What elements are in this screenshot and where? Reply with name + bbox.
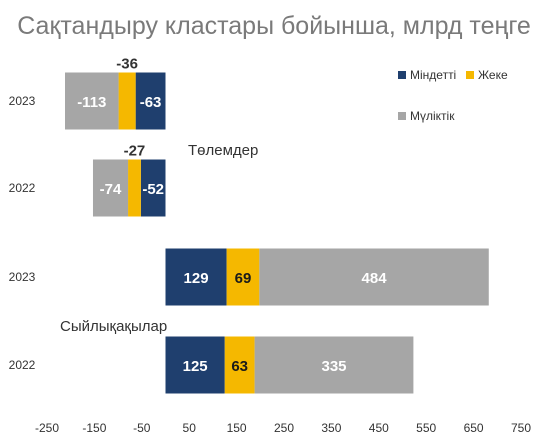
x-tick-label-9: 650 bbox=[464, 421, 484, 435]
data-label-0-2: 129 bbox=[184, 270, 209, 287]
x-tick-label-4: 150 bbox=[227, 421, 247, 435]
chart-title: Сақтандыру кластары бойынша, млрд теңге bbox=[17, 12, 531, 40]
x-tick-label-1: -150 bbox=[82, 421, 106, 435]
legend: Міндетті Жеке Мүліктік bbox=[398, 68, 508, 123]
x-tick-label-0: -250 bbox=[35, 421, 59, 435]
data-label-0-3: 125 bbox=[183, 358, 208, 375]
data-labels-layer: -63 -36 -113 -52 -27 -74 129 69 484 125 63 335 bbox=[77, 56, 387, 376]
data-label-1-0: -36 bbox=[116, 56, 138, 73]
data-label-2-0: -113 bbox=[77, 94, 106, 111]
x-tick-label-2: -50 bbox=[133, 421, 151, 435]
data-label-0-1: -52 bbox=[142, 181, 164, 198]
category-label-0: 2023 bbox=[9, 94, 36, 108]
category-label-2: 2023 bbox=[9, 270, 36, 284]
bar-0-1 bbox=[140, 159, 166, 217]
legend-label-muliktik: Мүліктік bbox=[410, 109, 455, 123]
category-label-3: 2022 bbox=[9, 358, 36, 372]
data-label-2-1: -74 bbox=[100, 181, 122, 198]
group-label-premiums: Сыйлықақылар bbox=[60, 318, 167, 335]
legend-swatch-muliktik bbox=[398, 112, 406, 120]
data-label-1-3: 63 bbox=[231, 358, 248, 375]
data-label-2-2: 484 bbox=[362, 270, 388, 287]
x-tick-label-7: 450 bbox=[369, 421, 389, 435]
x-tick-label-6: 350 bbox=[321, 421, 341, 435]
bar-1-0 bbox=[118, 72, 136, 130]
x-tick-label-8: 550 bbox=[416, 421, 436, 435]
x-tick-label-5: 250 bbox=[274, 421, 294, 435]
bar-2-3 bbox=[254, 336, 414, 394]
bar-0-0 bbox=[135, 72, 166, 130]
legend-label-mindetti: Міндетті bbox=[410, 68, 456, 82]
x-tick-label-10: 750 bbox=[511, 421, 531, 435]
group-label-payments: Төлемдер bbox=[188, 142, 258, 159]
bar-2-1 bbox=[92, 159, 129, 217]
data-label-1-2: 69 bbox=[235, 270, 252, 287]
data-label-0-0: -63 bbox=[140, 94, 162, 111]
legend-swatch-mindetti bbox=[398, 71, 406, 79]
bar-1-3 bbox=[224, 336, 255, 394]
category-labels: 2023 2022 2023 2022 bbox=[9, 94, 36, 372]
bar-1-1 bbox=[128, 159, 141, 217]
bar-0-3 bbox=[165, 336, 225, 394]
data-label-1-1: -27 bbox=[124, 143, 146, 160]
bar-2-2 bbox=[259, 248, 489, 306]
category-label-1: 2022 bbox=[9, 181, 36, 195]
bar-2-0 bbox=[65, 72, 119, 130]
bars-layer bbox=[65, 72, 489, 394]
legend-swatch-zheke bbox=[466, 71, 474, 79]
bar-1-2 bbox=[226, 248, 260, 306]
x-axis-ticks: -250 -150 -50 50 150 250 350 450 550 650 750 bbox=[35, 421, 531, 435]
data-label-2-3: 335 bbox=[321, 358, 346, 375]
x-tick-label-3: 50 bbox=[183, 421, 197, 435]
bar-0-2 bbox=[165, 248, 227, 306]
legend-label-zheke: Жеке bbox=[478, 68, 508, 82]
